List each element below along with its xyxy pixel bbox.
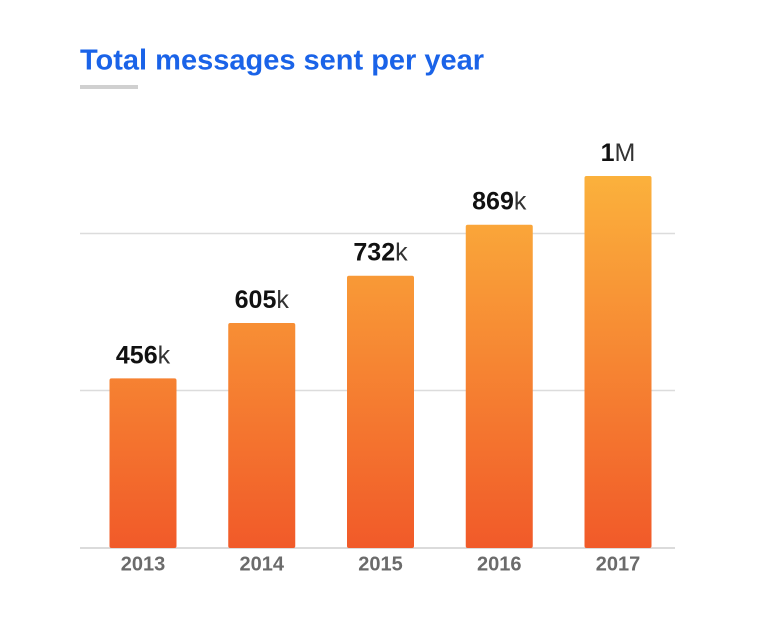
x-tick-label: 2014 [240,553,285,575]
value-label: 1M [601,139,636,167]
x-tick-label: 2015 [358,553,403,575]
x-tick-label: 2013 [121,553,166,575]
value-label: 869k [472,187,527,215]
bar [228,322,296,548]
bar [465,224,533,548]
x-tick-label: 2016 [477,553,522,575]
x-tick-label: 2017 [596,553,641,575]
bar [109,378,177,548]
bar [584,176,652,548]
value-label: 605k [235,286,290,314]
title-underline [80,85,138,89]
value-label: 732k [353,238,408,266]
bar [347,275,414,548]
chart-title: Total messages sent per year [80,45,484,77]
value-label: 456k [116,341,171,369]
